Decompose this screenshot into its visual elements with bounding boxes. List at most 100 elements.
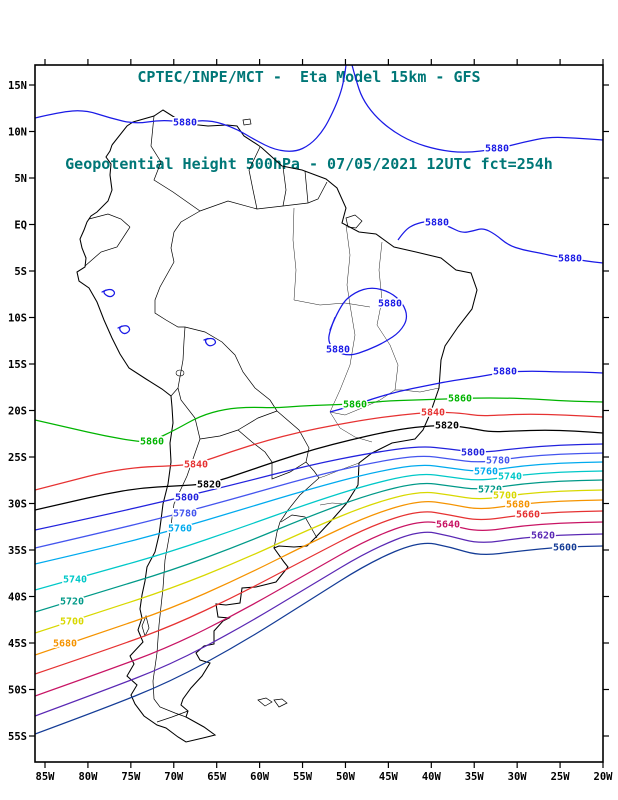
lon-label: 60W: [250, 771, 270, 783]
contour-line-5880: [328, 287, 408, 356]
country-border: [282, 166, 287, 207]
lon-label: 55W: [293, 771, 313, 783]
contour-label-5860: 5860: [448, 394, 472, 405]
contour-line-5700: [35, 489, 603, 634]
lon-label: 75W: [121, 771, 141, 783]
contour-line-5800: [35, 443, 603, 531]
island-outline: [141, 614, 150, 637]
contour-line-5600: [35, 542, 603, 735]
state-borders: [292, 207, 440, 506]
lake-titicaca: [175, 369, 185, 377]
contour-5880: [35, 65, 603, 413]
lat-label: 15S: [8, 359, 27, 371]
contour-label-5860: 5860: [140, 437, 164, 448]
contour-label-5680: 5680: [53, 639, 77, 650]
contour-label-5880: 5880: [425, 218, 449, 229]
contour-line-5880: [101, 288, 116, 298]
state-border: [318, 462, 360, 479]
state-border: [293, 299, 371, 308]
contour-line-5620: [35, 531, 603, 717]
contour-line-5860: [35, 397, 603, 443]
lat-label: 50S: [8, 684, 27, 696]
lon-label: 30W: [508, 771, 528, 783]
contour-5720: [35, 479, 603, 613]
lat-label: 10S: [8, 312, 27, 324]
island-outline: [273, 698, 288, 708]
country-border: [248, 146, 261, 210]
south-america-coastline: [76, 109, 478, 743]
contour-line-5820: [35, 424, 603, 511]
lat-label: 5N: [14, 173, 27, 185]
country-borders: [84, 115, 328, 723]
state-border: [345, 224, 351, 306]
chart-header: CPTEC/INPE/MCT - Eta Model 15km - GFS Ge…: [0, 5, 618, 237]
contour-label-5780: 5780: [486, 456, 510, 467]
state-border: [376, 324, 399, 391]
lon-label: 50W: [336, 771, 356, 783]
lat-label: 30S: [8, 498, 27, 510]
state-border: [329, 411, 373, 443]
contour-line-5660: [35, 510, 603, 675]
contour-5780: [35, 452, 603, 549]
contour-5760: [35, 461, 603, 565]
contour-label-5620: 5620: [531, 531, 555, 542]
contour-label-5700: 5700: [493, 491, 517, 502]
lon-label: 80W: [78, 771, 98, 783]
contour-label-5800: 5800: [461, 448, 485, 459]
contour-label-5880: 5880: [493, 367, 517, 378]
map-frame: [34, 64, 604, 763]
contour-label-5660: 5660: [516, 510, 540, 521]
country-border: [273, 461, 320, 549]
state-border: [329, 389, 396, 416]
country-border: [199, 181, 328, 212]
country-border: [154, 261, 185, 328]
contour-label-5720: 5720: [478, 485, 502, 496]
contour-line-5840: [35, 411, 603, 491]
country-border: [156, 710, 189, 723]
contour-line-5880: [35, 65, 347, 152]
contour-label-5880: 5880: [485, 144, 509, 155]
contour-5820: [35, 424, 603, 511]
contour-label-5840: 5840: [421, 408, 445, 419]
contour-5800: [35, 443, 603, 531]
state-border: [292, 207, 297, 301]
lon-label: 65W: [207, 771, 227, 783]
contour-label-5740: 5740: [63, 575, 87, 586]
country-border: [237, 410, 310, 480]
lon-label: 85W: [36, 771, 56, 783]
country-border: [280, 514, 318, 539]
lon-label: 70W: [164, 771, 184, 783]
islands: [141, 118, 363, 708]
country-border: [170, 387, 179, 397]
contour-line-5680: [35, 499, 603, 656]
lat-label: 35S: [8, 545, 27, 557]
lat-label: 45S: [8, 638, 27, 650]
contour-label-5680: 5680: [506, 500, 530, 511]
country-border: [170, 210, 201, 263]
contour-5640: [35, 521, 603, 697]
contour-lines: [35, 65, 603, 735]
map-content: 5880 5880 5880 5880 5880 5880 5880 5860 5860 5860…: [35, 65, 603, 743]
state-border: [329, 304, 356, 413]
contour-label-5820: 5820: [197, 480, 221, 491]
state-border: [319, 502, 347, 506]
lat-label: 10N: [8, 126, 27, 138]
contour-5860: [35, 397, 603, 443]
country-border: [184, 326, 278, 412]
contour-line-5880: [203, 337, 217, 347]
contour-label-5880: 5880: [378, 299, 402, 310]
contour-label-5880: 5880: [326, 345, 350, 356]
country-border: [237, 410, 278, 431]
contour-label-5880: 5880: [558, 254, 582, 265]
contour-5620: [35, 531, 603, 717]
lat-label: EQ: [14, 219, 27, 231]
contour-label-5860: 5860: [343, 400, 367, 411]
state-border: [395, 387, 440, 393]
contour-label-5640: 5640: [436, 520, 460, 531]
country-border: [88, 213, 131, 228]
lon-label: 25W: [551, 771, 571, 783]
lat-label: 55S: [8, 731, 27, 743]
country-border: [304, 170, 309, 204]
contour-5740: [35, 470, 603, 591]
contour-5700: [35, 489, 603, 634]
